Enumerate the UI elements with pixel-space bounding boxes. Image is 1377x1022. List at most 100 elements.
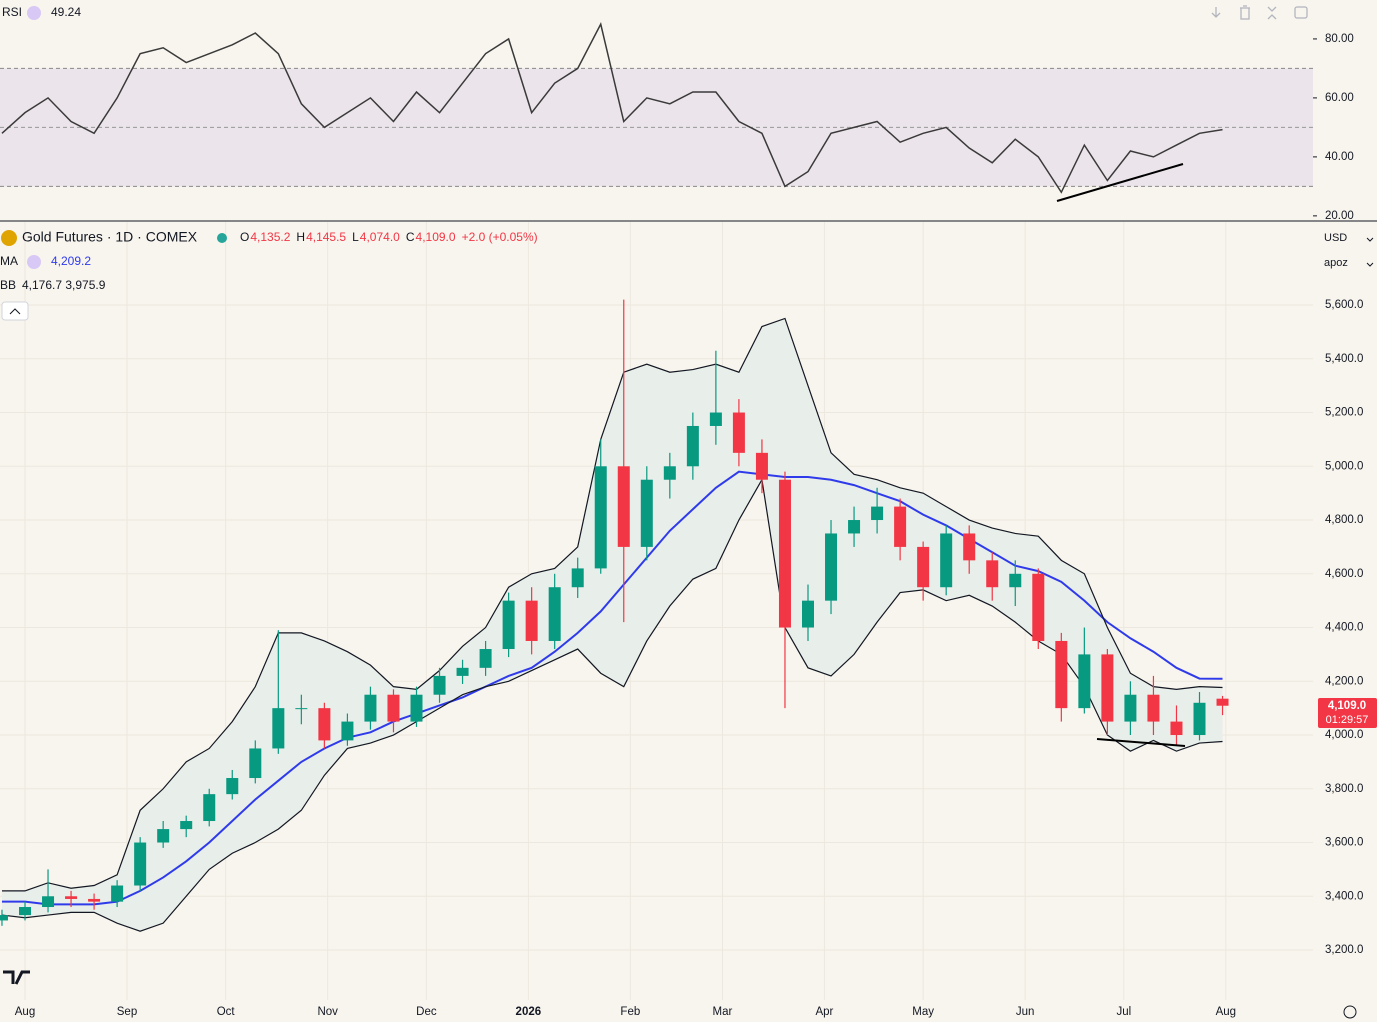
candle-body [709,412,722,426]
ohlc-value: 4,109.0 [416,230,456,244]
candle-body [1124,694,1137,722]
currency-select[interactable] [1318,227,1376,249]
y-tick-label: 80.00 [1325,33,1354,45]
candle-body [963,533,976,561]
candle-body [1101,654,1114,722]
ohlc-value: 4,145.5 [306,230,346,244]
ohlc-label: O [240,230,249,244]
candle-body [525,600,538,641]
x-tick-label: Jul [1116,1006,1131,1018]
last-price: 4,109.0 [1328,700,1366,712]
candle-body [341,721,354,741]
x-tick-label: Aug [15,1006,35,1018]
candle-body [479,649,492,668]
countdown: 01:29:57 [1326,714,1369,726]
ohlc-label: H [296,230,305,244]
maximize-icon[interactable] [1294,6,1308,19]
candle-body [502,600,515,650]
candle-body [433,675,446,695]
candle-body [157,829,170,843]
indicator-line [1,477,1223,932]
candle-body [88,898,101,902]
y-tick-label: 3,400.0 [1325,890,1363,902]
x-tick-label: Feb [620,1006,640,1018]
x-tick-label: Oct [217,1006,236,1018]
ohlc-value: 4,074.0 [360,230,400,244]
candle-body [802,600,814,628]
candle-body [894,506,907,547]
move-down-icon[interactable] [1211,7,1221,18]
ma-value: 4,209.2 [51,254,91,268]
market-status [217,233,227,243]
background [0,38,1317,1000]
delete-icon[interactable] [1240,5,1250,20]
candle-body [917,546,930,588]
symbol-logo [1,230,17,246]
candle-body [848,520,861,534]
candle-body [548,587,561,641]
candle-body [571,568,584,588]
trend-line[interactable] [1056,163,1184,202]
x-tick-label: May [912,1006,934,1018]
ohlc-legend: O 4,135.2 H 4,145.5 L 4,074.0 C 4,109.0 +2.0 (+0… [240,230,538,244]
plots: 20.00 40.00 60.00 80.00 3,200.0 3,400.0 3,600.… [0,22,1363,1018]
currency: USD [1324,232,1347,244]
candle-body [456,667,469,676]
symbol-title: Gold Futures · 1D · COMEX [22,229,198,245]
y-tick-label: 4,800.0 [1325,514,1363,526]
x-tick-label: 2026 [516,1006,542,1018]
y-tick-label: 60.00 [1325,92,1354,104]
candle-body [1147,694,1160,722]
scale-mode: apoz [1324,257,1348,269]
rsi-name: RSI [2,5,22,19]
indicator-icon[interactable] [27,255,41,269]
bb-fill [1,318,1223,932]
candle-body [1055,640,1068,709]
ma-name: MA [0,254,18,268]
trend-line[interactable] [1096,738,1186,747]
candle-body [180,821,193,830]
y-tick-label: 4,000.0 [1325,729,1363,741]
candle-body [1170,721,1183,736]
x-tick-label: Jun [1016,1006,1035,1018]
y-tick-label: 3,600.0 [1325,837,1363,849]
candle-body [272,708,285,749]
bb-value: 4,176.7 3,975.9 [22,278,106,292]
x-tick-label: Dec [416,1006,437,1018]
candle-body [134,842,147,886]
ohlc-label: C [406,230,415,244]
candle-body [778,479,791,628]
candle-body [732,412,745,453]
candle-body [617,466,630,547]
bb-name: BB [0,278,16,292]
candle-body [111,885,124,902]
y-tick-label: 5,000.0 [1325,460,1363,472]
candle-body [825,533,838,601]
candle-body [1032,573,1045,641]
candle-body [1078,654,1091,709]
candle-body [203,794,216,822]
candle-body [65,896,78,899]
candle-body [295,708,308,710]
candle-body [686,425,699,467]
collapse-legend-button[interactable] [1,301,29,321]
candle-body [19,907,32,916]
x-tick-label: Sep [117,1006,137,1018]
collapse-icon[interactable] [1267,6,1277,20]
candle-body [364,694,377,722]
candle-body [1009,573,1022,588]
y-tick-label: 3,200.0 [1325,944,1363,956]
y-tick-label: 4,400.0 [1325,622,1363,634]
y-tick-label: 5,600.0 [1325,299,1363,311]
toolbar [1211,5,1308,20]
y-tick-label: 5,200.0 [1325,407,1363,419]
settings-icon[interactable] [1343,1005,1357,1019]
scale-select[interactable] [1318,252,1376,274]
rsi-line [1,22,1223,194]
x-tick-label: Apr [815,1006,833,1018]
candle-body [594,466,607,569]
candle-body [871,506,884,521]
x-tick-label: Nov [317,1006,338,1018]
indicator-icon[interactable] [27,6,41,20]
